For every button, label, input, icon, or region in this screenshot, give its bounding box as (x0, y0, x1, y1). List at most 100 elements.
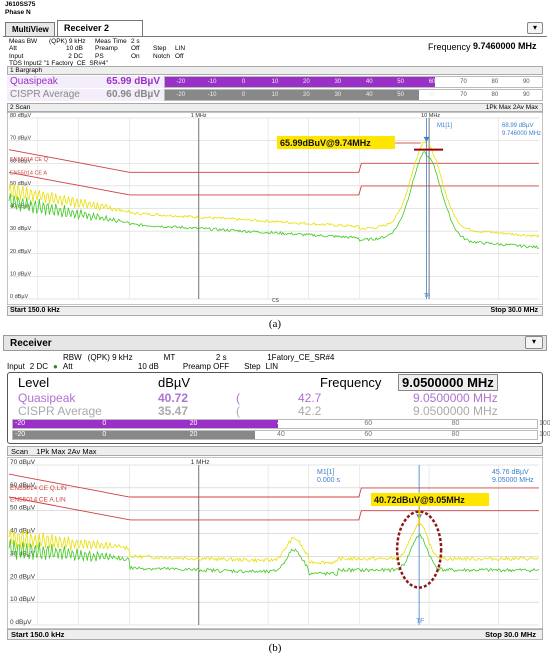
bar-scale: -20-100102030405060708090100 (164, 89, 543, 101)
limit-label: EN55014 CE A (10, 171, 47, 177)
receiver-titlebar: Receiver (3, 335, 547, 351)
y-tick-label: 20 dBµV (10, 573, 36, 580)
att-label: Att (9, 45, 17, 53)
bargraph-a: Quasipeak 65.99 dBµV -20 -10 0 10 20 30 40 50 60 70… (7, 76, 543, 102)
limit-label: EN55014 CE Q (10, 157, 49, 163)
x-tick-label: 1 MHz (191, 113, 207, 119)
device-name: J610SS75 (5, 1, 36, 8)
bar-tick: -10 (207, 92, 217, 98)
avg-trace (8, 534, 540, 576)
scan-header-b: Scan 1Pk Max 2Av Max (7, 446, 543, 456)
bar-tick: 60 (364, 420, 373, 427)
limit-label: EN55014 CE A.LIN (10, 497, 66, 504)
bar-track: -20 0 20 40 60 80 100 (12, 419, 550, 429)
start-freq: Start 150.0 kHz (10, 307, 60, 314)
meas-bw-label: Meas BW (9, 38, 38, 45)
paren-open: ( (236, 391, 240, 405)
scan-footer-b: Start 150.0 kHz Stop 30.0 MHz (7, 629, 543, 640)
bar-fill (13, 420, 279, 428)
cs-label: CS (272, 298, 280, 304)
att-icon: ● (53, 362, 58, 371)
bar-tick: 60 (428, 92, 436, 98)
caption-a: (a) (268, 318, 282, 330)
x-tick-label: 10 MHz (421, 113, 440, 119)
receiver-title: Receiver (10, 338, 52, 349)
dropdown-button[interactable]: ▾ (527, 22, 543, 34)
input-value: 2 DC (68, 52, 83, 60)
avg-limit-line (8, 496, 539, 521)
stop-freq: Stop 30.0 MHz (490, 307, 538, 314)
qp-limit-line (8, 473, 539, 498)
step-label: Step (244, 362, 261, 371)
settings-block: Meas BW (QPK) 9 kHz Meas Time 2 s Att 10… (9, 38, 269, 68)
tf-label: TF (424, 293, 431, 299)
peak-trace (8, 523, 539, 565)
bargraph-b: -20 0 20 40 60 80 100 -20 0 20 40 60 80 100 (12, 419, 550, 441)
bar-fill (165, 90, 420, 100)
bar-tick: 30 (334, 92, 342, 98)
bar-tick: -20 (15, 420, 26, 427)
bar-tick: 80 (491, 79, 499, 85)
tf-label: TF (416, 618, 424, 625)
bar-tick: 40 (277, 420, 285, 427)
ps-label: PS (95, 52, 104, 60)
bar-row: Quasipeak 65.99 dBµV -20 -10 0 10 20 30 40 50 60 70… (7, 76, 543, 88)
marker-readout: 68.99 dBµV (502, 123, 533, 129)
y-tick-label: 70 dBµV (10, 459, 36, 466)
plot-frame (7, 457, 543, 629)
marker-readout: 9.746000 MHz (502, 131, 541, 137)
notch-value: Off (175, 52, 184, 60)
rbw-value: (QPK) 9 kHz (87, 353, 133, 362)
phase-label: Phase N (5, 9, 31, 16)
bar-tick: -20 (15, 431, 26, 438)
scan-title: 2 Scan (10, 104, 31, 111)
bar-tick: 60 (364, 431, 373, 438)
detector-label: CISPR Average (18, 404, 102, 418)
att-value: 10 dB (66, 45, 83, 53)
att-label: Att (62, 362, 73, 371)
y-tick-label: 20 dBµV (10, 249, 32, 255)
caption-b: (b) (268, 642, 282, 654)
input-label: Input (9, 52, 24, 60)
bar-tick: 40 (277, 431, 285, 438)
bar-tick: 0 (241, 92, 246, 98)
paren-open: ( (236, 404, 240, 418)
y-tick-label: 60 dBµV (10, 158, 32, 164)
y-tick-label: 0 dBµV (10, 619, 32, 626)
bar-tick: -10 (207, 79, 217, 85)
input-label: Input (7, 362, 25, 371)
meas-time-value: 2 s (131, 38, 140, 45)
marker-readout: M1[1] (317, 469, 335, 476)
tab-receiver-2[interactable]: Receiver 2 (57, 20, 143, 36)
bar-tick: -20 (176, 79, 186, 85)
tab-multiview[interactable]: MultiView (5, 22, 55, 36)
bar-tick: 20 (303, 92, 310, 98)
notch-label: Notch (153, 52, 170, 60)
scan-title-b: Scan (11, 447, 29, 456)
start-freq-b: Start 150.0 kHz (11, 630, 65, 639)
bar-tick: 80 (451, 431, 460, 438)
bar-tick: 0 (241, 79, 246, 85)
y-tick-label: 0 dBµV (10, 294, 28, 300)
bar-tick: 0 (102, 431, 107, 438)
bar-tick: 60 (428, 79, 436, 85)
detector-value: 35.47 (158, 404, 189, 418)
bar-fill (13, 431, 256, 439)
highlight-ellipse (395, 510, 443, 589)
marker-readout: M1[1] (437, 123, 452, 129)
panel-b: Receiver ▾ RBW (QPK) 9 kHz MT 2 s 1Fator… (3, 335, 550, 640)
step-value: LIN (175, 45, 186, 53)
annotation-box (371, 493, 489, 506)
dropdown-button-b[interactable]: ▾ (525, 336, 543, 349)
bar-tick: 10 (271, 79, 279, 85)
bar-tick: 40 (365, 92, 373, 98)
y-tick-label: 80 dBµV (10, 113, 32, 119)
detector-freq: 9.0500000 MHz (413, 391, 498, 405)
tab-divider (3, 36, 547, 37)
bar-row: CISPR Average 60.96 dBµV -20 -10 0 10 20 30 40 50… (7, 89, 543, 101)
bar-tick: 80 (491, 92, 499, 98)
marker-icon (423, 136, 430, 142)
preamp-value: Off (131, 45, 140, 53)
